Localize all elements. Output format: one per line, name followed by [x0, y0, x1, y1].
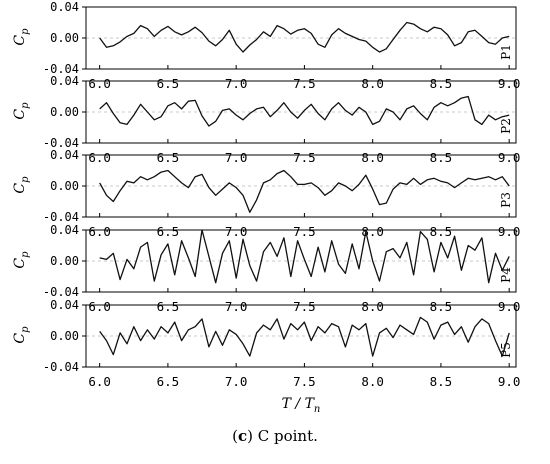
p4-y-tick-label: 0.04 — [50, 223, 79, 237]
caption-letter: c — [237, 427, 248, 445]
caption-text: C point. — [252, 427, 318, 445]
p4-series-line — [99, 229, 510, 284]
p2-y-tick-label: -0.04 — [43, 136, 79, 150]
p4-x-tick-label: 7.5 — [293, 299, 316, 314]
p3-y-axis-label-subscript: p — [20, 176, 31, 183]
p3-y-axis-label: Cp — [12, 176, 31, 194]
p1-x-tick-label: 7.5 — [293, 76, 316, 91]
p5-y-tick-label: -0.04 — [43, 360, 79, 374]
p5-y-axis-label: Cp — [12, 326, 31, 344]
p3-x-tick-label: 6.5 — [157, 224, 180, 239]
p5-x-tick-label: 9.0 — [498, 374, 521, 389]
p3-x-tick-label: 6.0 — [88, 224, 111, 239]
p5-x-tick-label: 8.0 — [361, 374, 384, 389]
caption-paren-open: ( — [232, 427, 238, 445]
p1-x-tick-label: 8.5 — [430, 76, 453, 91]
p2-x-tick-label: 8.5 — [430, 150, 453, 165]
p1-panel-label: P1 — [499, 44, 513, 60]
p5-x-tick-label: 8.5 — [430, 374, 453, 389]
p2-x-tick-label: 9.0 — [498, 150, 521, 165]
p1-plot-frame — [85, 6, 517, 70]
p3-panel-label: P3 — [499, 192, 513, 208]
p4-x-tick-label: 8.5 — [430, 299, 453, 314]
p4-y-axis-label-subscript: p — [20, 251, 31, 258]
p3-series-line — [99, 169, 510, 213]
p1-x-tick-label: 6.0 — [88, 76, 111, 91]
p1-x-tick-label: 6.5 — [157, 76, 180, 91]
p4-panel-label: P4 — [499, 267, 513, 283]
p2-x-tick-label: 6.5 — [157, 150, 180, 165]
p4-x-tick-label: 9.0 — [498, 299, 521, 314]
p1-y-tick-label: -0.04 — [43, 62, 79, 76]
p2-x-tick-label: 8.0 — [361, 150, 384, 165]
figure-caption: (c) C point. — [0, 427, 550, 445]
p1-y-axis-label-subscript: p — [20, 28, 31, 35]
p2-series-line — [99, 95, 510, 127]
p2-panel-label: P2 — [499, 118, 513, 134]
p1-y-tick-label: 0.00 — [50, 31, 79, 45]
p2-y-tick-label: 0.00 — [50, 105, 79, 119]
p3-x-tick-label: 9.0 — [498, 224, 521, 239]
p5-x-tick-label: 6.0 — [88, 374, 111, 389]
p3-x-tick-label: 7.5 — [293, 224, 316, 239]
p5-x-tick-label: 7.5 — [293, 374, 316, 389]
p5-series-line — [99, 316, 510, 357]
p5-x-tick-label: 6.5 — [157, 374, 180, 389]
p5-y-axis-label-subscript: p — [20, 326, 31, 333]
p3-y-tick-label: 0.00 — [50, 179, 79, 193]
p1-y-axis-label: Cp — [12, 28, 31, 46]
p4-y-axis-label: Cp — [12, 251, 31, 269]
p2-x-tick-label: 7.5 — [293, 150, 316, 165]
p1-y-tick-label: 0.04 — [50, 0, 79, 14]
p3-y-tick-label: -0.04 — [43, 210, 79, 224]
p4-x-tick-label: 6.0 — [88, 299, 111, 314]
p5-x-tick-label: 7.0 — [225, 374, 248, 389]
p3-y-tick-label: 0.04 — [50, 148, 79, 162]
p4-y-tick-label: -0.04 — [43, 285, 79, 299]
p3-x-tick-label: 7.0 — [225, 224, 248, 239]
p3-x-tick-label: 8.5 — [430, 224, 453, 239]
p4-x-tick-label: 7.0 — [225, 299, 248, 314]
p5-y-tick-label: 0.00 — [50, 329, 79, 343]
p1-x-tick-label: 9.0 — [498, 76, 521, 91]
p1-x-tick-label: 8.0 — [361, 76, 384, 91]
p2-x-tick-label: 6.0 — [88, 150, 111, 165]
p5-y-tick-label: 0.04 — [50, 298, 79, 312]
p4-x-tick-label: 8.0 — [361, 299, 384, 314]
p5-plot-frame — [85, 304, 517, 368]
p2-y-axis-label-subscript: p — [20, 102, 31, 109]
caption-paren-close: ) — [247, 427, 253, 445]
p1-series-line — [99, 21, 510, 53]
p2-y-tick-label: 0.04 — [50, 74, 79, 88]
p2-x-tick-label: 7.0 — [225, 150, 248, 165]
p1-x-tick-label: 7.0 — [225, 76, 248, 91]
p4-x-tick-label: 6.5 — [157, 299, 180, 314]
p2-y-axis-label: Cp — [12, 102, 31, 120]
x-axis-title: T / Tn — [282, 396, 321, 415]
p4-y-tick-label: 0.00 — [50, 254, 79, 268]
x-axis-title-subscript: n — [314, 404, 320, 415]
